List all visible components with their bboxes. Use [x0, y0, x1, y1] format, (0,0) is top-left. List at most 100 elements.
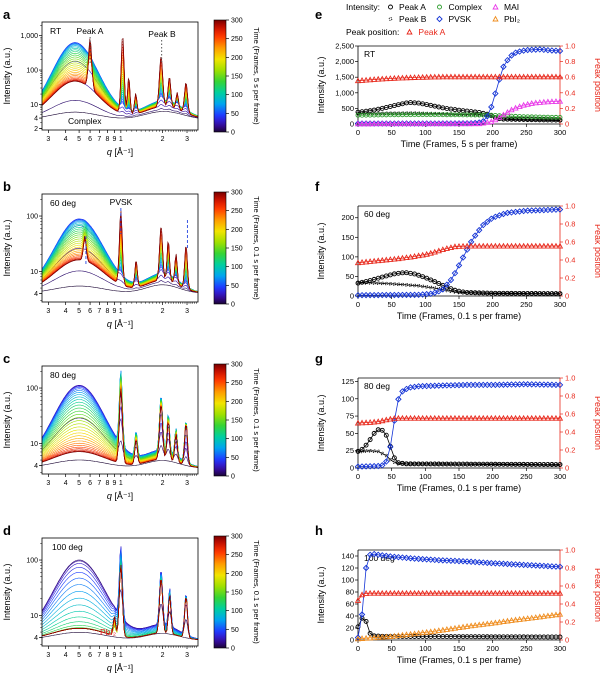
colorbar-tick-label: 0 — [231, 646, 235, 653]
x-tick-label: 100 — [419, 644, 432, 653]
panel-h-plot: 0 50 100 150 200 250 30002040608010012014000.2… — [316, 546, 600, 666]
panel-f: f 0 50 100 150 200 250 300 0 50 100 150 200 0 0.2 0.4 0… — [312, 178, 600, 350]
legend-entry-pbi-: PbI₂ — [489, 13, 520, 25]
colorbar-tick-label: 300 — [231, 18, 243, 25]
annotation-peak-b: Peak B — [148, 29, 176, 39]
annotation-rt: RT — [50, 26, 61, 36]
right-y-tick-label: 1.0 — [565, 42, 575, 51]
colorbar-tick-label: 150 — [231, 590, 243, 597]
x-axis-label: Time (Frames, 0.1 s per frame) — [397, 311, 521, 321]
y-tick-label: 4 — [34, 291, 38, 298]
annotations: 60 deg PVSK — [50, 197, 188, 266]
legend-peak-position-entries: Peak A — [403, 26, 445, 38]
waterfall-curves — [41, 370, 199, 468]
x-tick-label: 6 — [88, 308, 92, 315]
right-y-tick-label: 0.4 — [565, 88, 575, 97]
colorbar-tick-label: 250 — [231, 552, 243, 559]
colorbar-label: Time (Frames, 5 s per frame) — [252, 27, 261, 125]
right-y-tick-label: 0.8 — [565, 220, 575, 229]
x-tick-label: 6 — [88, 136, 92, 143]
x-tick-label: 8 — [105, 652, 109, 659]
right-y-tick-label: 0.4 — [565, 600, 575, 609]
panel-e-plot: 0 50 100 150 200 250 30005001,0001,5002,0002,5… — [316, 42, 600, 150]
y-tick-label: 4 — [34, 635, 38, 642]
y-tick-label: 25 — [346, 446, 354, 455]
x-tick-label: 250 — [520, 300, 533, 309]
y-tick-label: 50 — [346, 272, 354, 281]
x-tick-label: 150 — [453, 300, 466, 309]
colorbar-tick-label: 250 — [231, 36, 243, 43]
colorbar-label: Time (Frames, 0.1 s per frame) — [252, 368, 261, 472]
colorbar-tick-label: 100 — [231, 264, 243, 271]
right-y-tick-label: 0 — [565, 120, 569, 129]
panel-g-plot: 0 50 100 150 200 250 300025507510012500.20.40.… — [316, 374, 600, 494]
colorbar: 0 50 100 150 200 250 300 Time (Frames, 5 s per … — [213, 18, 261, 137]
annotations: 100 deg PbI₂ — [52, 542, 116, 637]
x-tick-label: 3 — [46, 652, 50, 659]
legend-peakpos-entry-peak-a: Peak A — [403, 26, 445, 38]
y-tick-label: 75 — [346, 412, 354, 421]
x-tick-label: 1 — [119, 136, 123, 143]
colorbar-tick-label: 150 — [231, 418, 243, 425]
y-axis-label: Intensity (a.u.) — [316, 566, 326, 623]
colorbar-tick-label: 300 — [231, 534, 243, 541]
series-peak-a-position — [354, 589, 564, 603]
x-tick-label: 3 — [185, 308, 189, 315]
legend-entry-label: Peak A — [399, 2, 426, 12]
x-tick-label: 9 — [113, 308, 117, 315]
y-tick-label: 4 — [34, 463, 38, 470]
x-axis-label: q [Å⁻¹] — [107, 491, 133, 501]
series-mai — [354, 97, 564, 127]
right-y-axis-label: Peak position — [593, 58, 600, 112]
y-tick-label: 120 — [341, 564, 354, 573]
axes: 3 4 5 6 7 8 9 1 2 3 1,000 100 10 4 2 q [Å⁻¹] Intensity (… — [2, 21, 199, 157]
legend-intensity-entries: Peak A Peak B Complex PVSK MAI PbI₂ — [384, 1, 520, 25]
x-tick-label: 50 — [387, 300, 395, 309]
x-tick-label: 300 — [554, 300, 567, 309]
x-tick-label: 3 — [185, 480, 189, 487]
x-tick-label: 4 — [64, 480, 68, 487]
annotation-100-deg: 100 deg — [52, 542, 83, 552]
x-tick-label: 4 — [64, 136, 68, 143]
right-y-tick-label: 1.0 — [565, 546, 575, 555]
x-tick-label: 0 — [356, 128, 360, 137]
colorbar-tick-label: 100 — [231, 608, 243, 615]
y-tick-label: 100 — [341, 252, 354, 261]
axes: 0 50 100 150 200 250 30005010015020000.20.40.6… — [316, 202, 600, 322]
y-tick-label: 1,000 — [335, 88, 354, 97]
x-tick-label: 100 — [419, 300, 432, 309]
y-tick-label: 100 — [26, 386, 38, 393]
annotations: 80 deg — [50, 370, 76, 380]
legend-entry-label: Complex — [448, 2, 482, 12]
y-tick-label: 2 — [34, 126, 38, 133]
legend-entry-peak-b: Peak B — [384, 13, 426, 25]
y-tick-label: 60 — [346, 600, 354, 609]
y-axis-label: Intensity (a.u.) — [2, 47, 12, 104]
panel-d-letter: d — [3, 523, 11, 538]
y-axis-label: Intensity (a.u.) — [2, 219, 12, 276]
annotation-temperature: 60 deg — [364, 209, 390, 219]
y-tick-label: 100 — [26, 558, 38, 565]
colorbar-tick-label: 150 — [231, 74, 243, 81]
x-axis-label: Time (Frames, 0.1 s per frame) — [397, 655, 521, 665]
x-tick-label: 50 — [387, 644, 395, 653]
legend-intensity-label: Intensity: — [346, 2, 381, 12]
y-tick-label: 140 — [341, 552, 354, 561]
series-pvsk — [354, 206, 564, 299]
y-tick-label: 100 — [26, 214, 38, 221]
series-peak-a — [355, 270, 563, 297]
y-axis-label: Intensity (a.u.) — [2, 391, 12, 448]
axes: 3 4 5 6 7 8 9 1 2 3 100 10 4 q [Å⁻¹] Intensity (a.u.) — [2, 193, 199, 329]
y-axis-label: Intensity (a.u.) — [2, 563, 12, 620]
x-tick-label: 6 — [88, 652, 92, 659]
axes: 3 4 5 6 7 8 9 1 2 3 100 10 4 q [Å⁻¹] Intensity (a.u.) — [2, 365, 199, 501]
colorbar-label: Time (Frames, 0.1 s per frame) — [252, 196, 261, 300]
x-tick-label: 5 — [77, 308, 81, 315]
panel-b-letter: b — [3, 179, 11, 194]
annotation-temperature: 80 deg — [364, 381, 390, 391]
annotation-complex: Complex — [68, 116, 102, 126]
y-tick-label: 4 — [34, 116, 38, 123]
x-axis-label: Time (Frames, 5 s per frame) — [401, 139, 518, 149]
legend-entry-pvsk: PVSK — [433, 13, 482, 25]
